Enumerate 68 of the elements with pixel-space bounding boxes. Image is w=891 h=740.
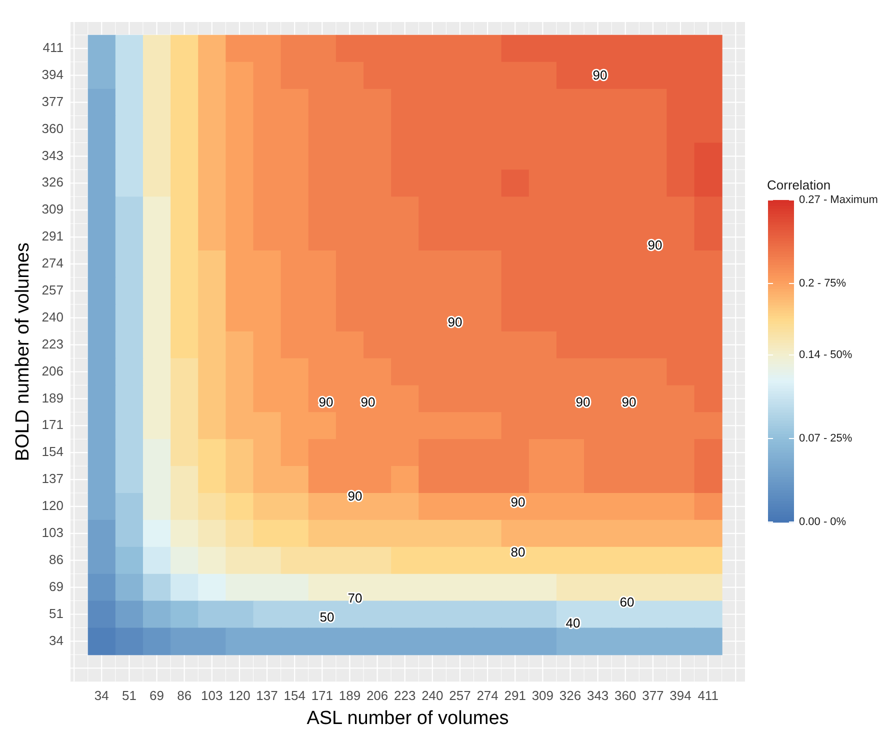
y-tick-label: 343 [42,148,64,163]
y-tick-label: 257 [42,282,64,298]
y-tick-label: 103 [42,524,64,540]
y-tick-label: 291 [42,228,64,244]
x-tick-label: 171 [311,688,334,703]
x-tick-label: 309 [532,688,554,703]
y-tick-label: 326 [42,174,64,190]
annotation: 90 [448,314,462,330]
color-bar-title: Correlation [767,178,831,193]
annotation: 90 [622,394,636,410]
y-tick-label: 274 [42,256,64,271]
annotation: 40 [566,616,580,631]
x-tick-label: 343 [586,688,609,703]
y-tick-label: 206 [42,363,64,378]
y-tick-label: 120 [42,498,64,514]
y-tick-label: 51 [49,606,64,621]
y-tick-label: 137 [42,471,64,486]
color-bar-label: 0.07 - 25% [799,432,852,445]
annotation: 90 [348,488,362,504]
y-tick-label: 86 [49,552,64,567]
color-bar-label: 0.00 - 0% [799,516,846,528]
y-tick-label: 394 [42,66,64,82]
x-tick-label: 51 [122,688,136,703]
annotation: 90 [576,394,590,410]
x-tick-label: 274 [476,688,498,703]
y-tick-label: 189 [42,390,64,406]
x-tick-label: 326 [559,688,582,703]
annotation: 90 [318,394,334,410]
y-tick-label: 154 [42,444,64,460]
x-tick-label: 154 [284,688,306,703]
y-tick-label: 223 [42,336,64,352]
y-axis-title: BOLD number of volumes [12,242,34,462]
x-tick-label: 120 [228,688,250,703]
x-tick-label: 411 [698,688,718,703]
x-tick-label: 240 [422,688,444,703]
x-tick-label: 377 [642,688,664,703]
annotation: 80 [510,544,526,560]
color-bar-label: 0.27 - Maximum [799,194,878,206]
x-tick-label: 137 [256,688,278,703]
y-tick-label: 69 [49,578,64,594]
x-tick-label: 206 [366,688,388,703]
y-tick-label: 240 [42,309,64,324]
annotation: 90 [592,68,608,83]
annotation: 90 [648,238,662,253]
annotation: 60 [620,594,634,610]
x-tick-label: 223 [394,688,416,703]
y-tick-label: 411 [42,40,64,55]
annotation: 90 [510,494,526,510]
annotation: 70 [348,590,362,606]
color-bar-label: 0.14 - 50% [799,349,852,362]
x-tick-label: 34 [94,688,109,703]
y-tick-label: 309 [42,202,64,217]
y-tick-label: 34 [49,632,64,648]
color-bar-label: 0.2 - 75% [799,278,846,290]
y-tick-label: 171 [42,417,64,432]
y-tick-label: 360 [42,120,64,136]
x-tick-label: 291 [504,688,526,703]
x-tick-label: 103 [201,688,223,703]
annotation: 50 [320,610,334,625]
x-axis-title: ASL number of volumes [306,708,509,729]
y-tick-label: 377 [42,94,64,109]
x-tick-label: 86 [177,688,192,703]
x-tick-label: 189 [338,688,361,703]
annotation: 90 [360,394,376,410]
x-tick-label: 360 [614,688,636,703]
x-tick-label: 394 [670,688,692,703]
x-tick-label: 257 [449,688,471,703]
x-tick-label: 69 [150,688,164,703]
